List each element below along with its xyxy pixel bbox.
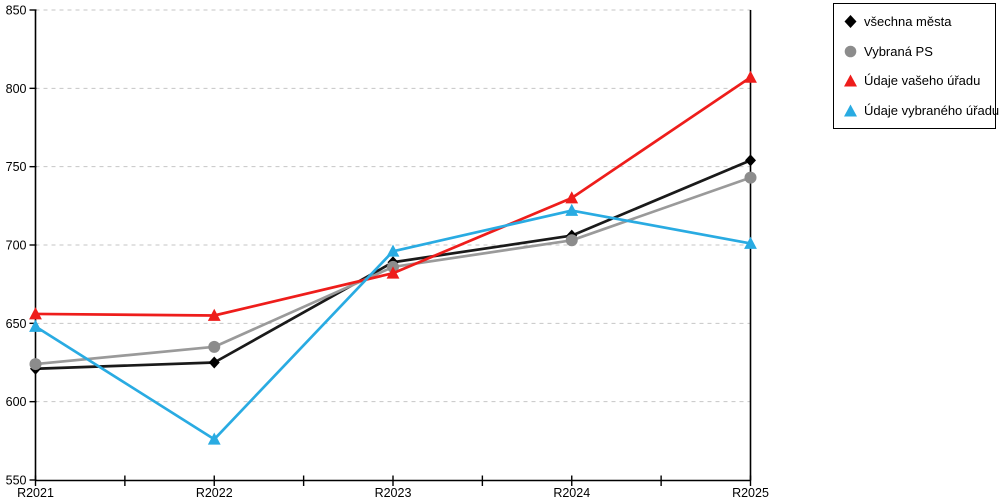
y-tick-label: 750 xyxy=(6,160,27,174)
legend-item-vsechna-mesta: všechna města xyxy=(843,13,991,30)
circle-marker xyxy=(565,234,578,247)
y-tick-label: 550 xyxy=(6,474,27,488)
series-udaje-vybraneho-uradu xyxy=(29,203,757,445)
diamond-icon xyxy=(843,14,858,29)
triangle-marker xyxy=(207,308,221,321)
triangle-marker xyxy=(565,191,579,204)
triangle-marker xyxy=(386,266,400,279)
triangle-marker xyxy=(386,244,400,257)
legend-label: Údaje vybraného úřadu xyxy=(864,102,1000,118)
circle-marker xyxy=(29,358,42,371)
legend-item-udaje-vybraneho-uradu: Údaje vybraného úřadu xyxy=(843,102,999,119)
x-tick-label: R2021 xyxy=(17,486,54,500)
triangle-icon xyxy=(843,103,858,118)
legend-label: Vybraná PS xyxy=(864,43,933,59)
gridlines xyxy=(35,9,751,403)
diamond-marker xyxy=(745,154,756,167)
triangle-marker xyxy=(29,319,42,332)
y-tick-label: 700 xyxy=(6,239,27,253)
legend-label: všechna města xyxy=(864,14,952,29)
triangle-marker xyxy=(565,203,579,216)
chart-legend: všechna města Vybraná PS Údaje vašeho úřad… xyxy=(833,3,999,129)
triangle-marker xyxy=(744,70,757,83)
diamond-marker xyxy=(208,356,220,369)
y-tick-label: 600 xyxy=(6,395,27,409)
series-udaje-vaseho-uradu xyxy=(29,70,757,321)
legend-label: Údaje vašeho úřadu xyxy=(864,73,981,89)
triangle-marker xyxy=(744,236,757,249)
circle-marker xyxy=(208,340,221,353)
y-tick-label: 850 xyxy=(6,4,27,18)
axes: 550 600 650 700 750 800 850 R2021 R2022 R2023 R202… xyxy=(6,4,769,500)
circle-icon xyxy=(843,44,858,59)
triangle-marker xyxy=(29,307,42,320)
series-line xyxy=(34,76,752,317)
legend-item-udaje-vaseho-uradu: Údaje vašeho úřadu xyxy=(843,72,991,89)
x-tick-label: R2022 xyxy=(196,486,233,500)
x-tick-label: R2025 xyxy=(732,486,769,500)
x-tick-label: R2023 xyxy=(375,486,412,500)
triangle-icon xyxy=(843,73,858,88)
y-tick-label: 650 xyxy=(6,317,27,331)
y-tick-label: 800 xyxy=(6,82,27,96)
triangle-marker xyxy=(207,432,221,445)
legend-item-vybrana-ps: Vybraná PS xyxy=(843,43,991,60)
circle-marker xyxy=(744,171,757,184)
x-tick-label: R2024 xyxy=(553,486,590,500)
